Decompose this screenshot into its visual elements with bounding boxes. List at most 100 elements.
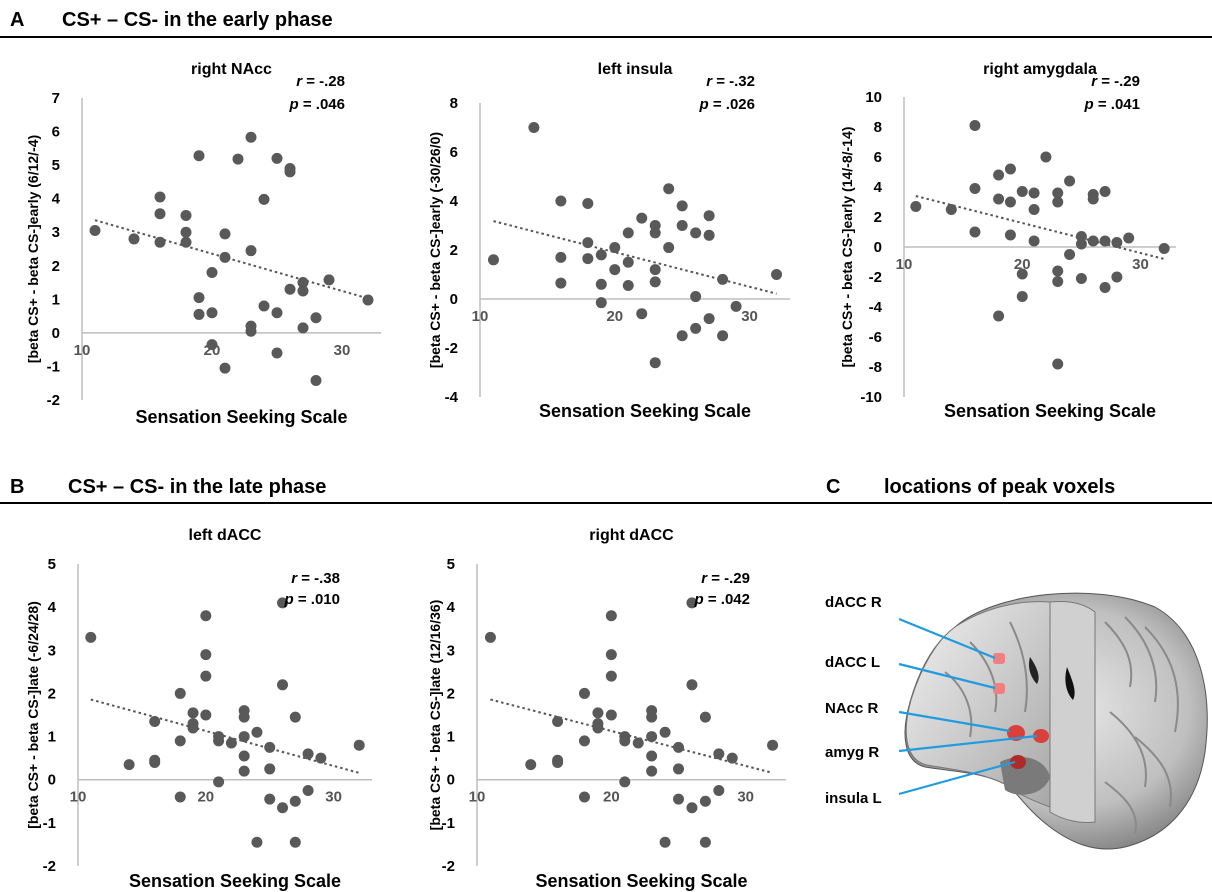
chart-3-data-point <box>238 750 250 762</box>
chart-1-data-point <box>690 227 702 239</box>
chart-4-data-point <box>592 722 604 734</box>
chart-1-p-value: p = .026 <box>699 96 755 113</box>
chart-1-data-point <box>649 227 661 239</box>
chart-0-ytick-label: 7 <box>52 90 60 107</box>
chart-2-ytick-label: -4 <box>869 299 883 316</box>
chart-1-data-point <box>717 330 729 342</box>
chart-2-data-point <box>1158 243 1170 254</box>
brain-coronal-slice <box>1049 601 1096 823</box>
chart-2-data-point <box>1111 237 1123 248</box>
chart-4-data-point <box>525 759 537 771</box>
chart-1-ytick-label: -4 <box>445 389 459 406</box>
roi-label-dacc-l: dACC L <box>825 654 880 671</box>
roi-label-insula-l: insula L <box>825 790 882 807</box>
chart-4-ytick-label: 3 <box>447 642 455 659</box>
chart-1-data-point <box>582 253 594 265</box>
chart-3-r-value: r = -.38 <box>291 570 340 587</box>
chart-1-ytick-label: -2 <box>445 340 458 357</box>
chart-2-ytick-label: -8 <box>869 359 882 376</box>
chart-0-ytick-label: 2 <box>52 258 60 275</box>
chart-4-data-point <box>646 750 658 762</box>
chart-2-xtick-label: 20 <box>1014 256 1031 273</box>
chart-0-data-point <box>89 225 101 237</box>
section-a-letter: A <box>10 9 25 31</box>
chart-0-data-point <box>271 347 283 359</box>
chart-2-data-point <box>1099 186 1111 197</box>
chart-0-data-point <box>154 191 166 203</box>
chart-2-data-point <box>1016 268 1028 280</box>
chart-1-data-point <box>649 357 661 369</box>
chart-1-data-point <box>690 322 702 334</box>
chart-2-x-axis-label: Sensation Seeking Scale <box>944 401 1156 421</box>
chart-3-data-point <box>289 795 301 807</box>
chart-4-data-point <box>484 631 496 643</box>
chart-1-ytick-label: 2 <box>450 242 458 259</box>
chart-4-title: right dACC <box>589 527 674 544</box>
pointer-insula-l <box>898 760 1016 796</box>
chart-0-data-point <box>297 277 309 289</box>
chart-4-data-point <box>619 776 631 788</box>
chart-4-data-point <box>686 802 698 814</box>
chart-0-data-point <box>310 375 322 387</box>
chart-2-data-point <box>993 193 1005 205</box>
chart-0-data-point <box>232 153 244 165</box>
chart-1-r-value: r = -.32 <box>706 73 755 90</box>
roi-pointer-lines <box>898 617 1038 796</box>
pointer-dacc-l <box>898 662 996 690</box>
chart-3-ytick-label: -2 <box>43 858 56 875</box>
chart-3-xtick-label: 20 <box>197 789 214 806</box>
chart-0-data-point <box>271 152 283 164</box>
chart-4-data-point <box>659 836 671 848</box>
chart-3-data-point <box>85 631 97 643</box>
brain-sagittal-slice <box>905 601 1051 808</box>
chart-3-ytick-label: 4 <box>48 599 57 616</box>
chart-3-ytick-label: 1 <box>48 729 56 746</box>
chart-4-xtick-label: 30 <box>737 789 754 806</box>
chart-4-data-point <box>699 711 711 723</box>
chart-4-data-point <box>713 748 725 760</box>
chart-2-xtick-label: 10 <box>896 256 913 273</box>
chart-0-data-point <box>297 322 309 334</box>
chart-3-ytick-label: 0 <box>48 772 56 789</box>
chart-3-data-point <box>251 836 263 848</box>
chart-1-x-axis-label: Sensation Seeking Scale <box>539 401 751 421</box>
chart-1-xtick-label: 30 <box>741 308 758 325</box>
chart-2-data-point <box>1028 187 1040 199</box>
chart-2-data-point <box>1016 291 1028 302</box>
chart-4-ytick-label: 2 <box>447 685 455 702</box>
chart-3-data-point <box>277 597 289 609</box>
chart-4-data-point <box>726 752 738 764</box>
chart-0-data-point <box>362 294 374 306</box>
chart-0-data-point <box>245 131 257 143</box>
chart-1-y-axis-label: [beta CS+ - beta CS-]early (-30/26/0) <box>427 132 443 368</box>
chart-2-data-point <box>1028 204 1040 215</box>
chart-1-data-point <box>703 229 715 241</box>
roi-dacc-r <box>993 653 1005 664</box>
chart-1-data-point <box>703 210 715 222</box>
chart-2-data-point <box>1028 235 1040 247</box>
roi-label-dacc-r: dACC R <box>825 594 882 611</box>
chart-2-data-point <box>969 226 981 238</box>
chart-1-ytick-label: 8 <box>450 95 458 112</box>
chart-4-data-point <box>659 726 671 738</box>
chart-4-data-point <box>605 670 617 682</box>
chart-1-data-point <box>649 264 661 276</box>
chart-1-data-point <box>528 122 540 133</box>
chart-1-ytick-label: 6 <box>450 144 458 161</box>
chart-0-ytick-label: 1 <box>52 291 60 308</box>
chart-4-ytick-label: 5 <box>447 556 455 573</box>
chart-0-y-axis-label: [beta CS+ - beta CS-]early (6/12/-4) <box>25 135 41 363</box>
chart-2-data-point <box>1040 151 1052 163</box>
chart-1-data-point <box>663 183 675 195</box>
section-a-rule <box>0 36 1212 38</box>
chart-2-data-point <box>1099 282 1111 293</box>
chart-3-data-point <box>149 715 161 727</box>
chart-4-data-point <box>713 785 725 796</box>
chart-4-ytick-label: 1 <box>447 729 455 746</box>
chart-0-ytick-label: 3 <box>52 224 60 241</box>
section-b-letter: B <box>10 476 25 498</box>
chart-0-data-point <box>219 251 231 263</box>
chart-4-data-point <box>552 715 564 727</box>
chart-3-data-point <box>225 737 237 749</box>
chart-1-data-point <box>717 273 729 285</box>
